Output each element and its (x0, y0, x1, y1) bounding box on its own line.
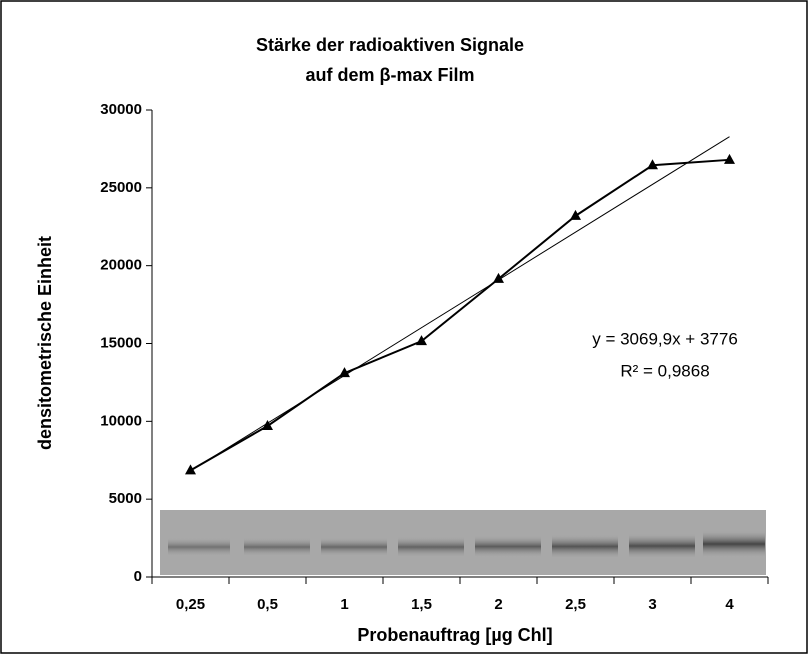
marker (416, 335, 427, 346)
marker (724, 153, 735, 164)
marker (493, 272, 504, 283)
trendline (190, 136, 730, 472)
y-tick-label: 20000 (100, 257, 142, 274)
trendline-r-squared: R² = 0,9868 (620, 361, 709, 380)
gel-image (160, 510, 766, 575)
y-tick-label: 10000 (100, 412, 142, 429)
y-tick-label: 25000 (100, 179, 142, 196)
x-tick-label: 2 (494, 596, 502, 613)
marker (647, 159, 658, 170)
x-axis-label: Probenauftrag [µg Chl] (357, 625, 552, 645)
y-tick-label: 0 (134, 568, 142, 585)
marker (185, 464, 196, 475)
x-tick-label: 4 (725, 596, 734, 613)
x-tick-label: 0,5 (257, 596, 278, 613)
y-axis-label: densitometrische Einheit (35, 236, 55, 450)
y-tick-label: 5000 (109, 490, 142, 507)
marker (339, 367, 350, 378)
x-tick-label: 0,25 (176, 596, 205, 613)
x-tick-label: 1,5 (411, 596, 432, 613)
data-line (190, 158, 730, 472)
marker (262, 420, 273, 431)
marker (570, 209, 581, 220)
trendline-equation: y = 3069,9x + 3776 (592, 329, 738, 348)
x-tick-label: 1 (340, 596, 348, 613)
y-tick-label: 15000 (100, 334, 142, 351)
x-tick-label: 3 (648, 596, 656, 613)
chart-title: auf dem β-max Film (305, 65, 474, 85)
x-tick-label: 2,5 (565, 596, 586, 613)
chart-title: Stärke der radioaktiven Signale (256, 35, 524, 55)
y-tick-label: 30000 (100, 101, 142, 118)
